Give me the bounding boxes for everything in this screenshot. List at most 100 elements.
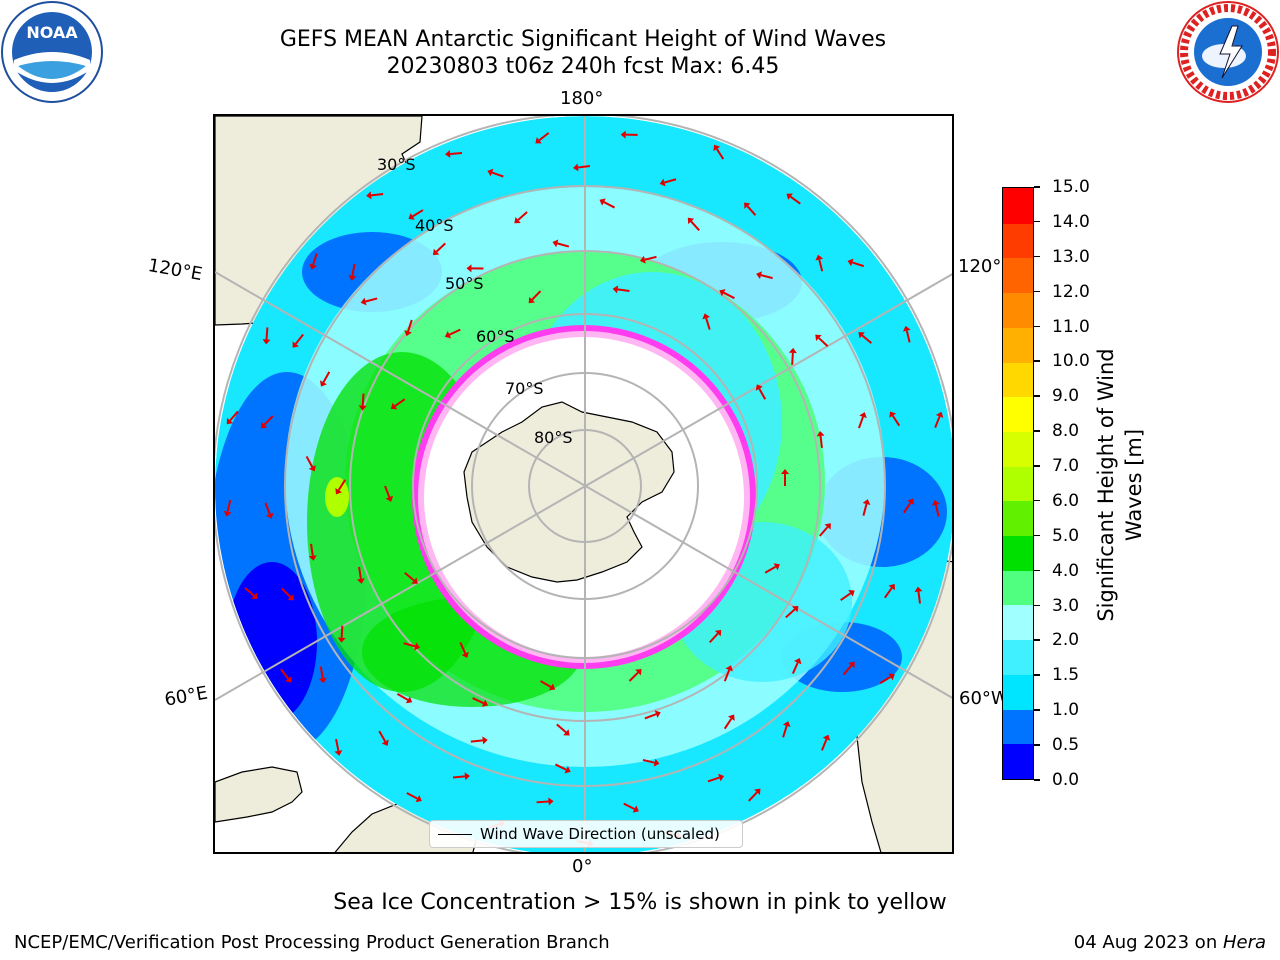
polar-map: 30°S 40°S 50°S 60°S 70°S 80°S — [215, 116, 952, 852]
wind-wave-arrow-shaft — [448, 328, 461, 336]
wind-wave-arrow-head — [714, 629, 722, 637]
colorbar-tick-label: 1.0 — [1052, 700, 1080, 721]
wind-wave-arrow-shaft — [244, 587, 255, 597]
wind-wave-arrow-shaft — [821, 738, 828, 751]
wind-wave-arrow-shaft — [371, 193, 384, 197]
colorbar-segment — [1003, 292, 1033, 328]
footer-date-text: 04 Aug 2023 on — [1073, 932, 1223, 953]
colorbar-tick-mark — [1034, 255, 1040, 258]
wind-wave-arrow-shaft — [623, 802, 635, 810]
wind-wave-arrow-shaft — [491, 171, 504, 178]
lon-label-180: 180° — [560, 88, 604, 109]
wind-wave-arrow-head — [612, 285, 619, 294]
colorbar-tick-label: 7.0 — [1052, 456, 1080, 477]
colorbar-segment — [1003, 604, 1033, 641]
wind-wave-arrow-head — [358, 405, 367, 411]
wind-wave-arrow-head — [659, 178, 666, 187]
wind-wave-arrow-shaft — [229, 410, 239, 422]
wind-wave-arrow-head — [719, 289, 726, 297]
wind-wave-arrow-head — [390, 402, 398, 410]
wind-wave-arrow-shaft — [723, 669, 731, 682]
wind-wave-arrow-head — [528, 296, 536, 304]
wind-wave-arrow-head — [563, 729, 570, 736]
wind-wave-arrow-shaft — [715, 148, 725, 160]
chart-title: GEFS MEAN Antarctic Significant Height o… — [279, 27, 887, 52]
lat-label-80s: 80°S — [534, 428, 573, 447]
wind-wave-arrow-shaft — [322, 371, 331, 383]
wind-wave-arrow-head — [411, 577, 418, 584]
colorbar-segment — [1003, 431, 1033, 467]
wind-wave-arrow-head — [848, 661, 855, 669]
colorbar-tick-mark — [1034, 709, 1040, 711]
wind-wave-arrow-head — [653, 758, 660, 767]
wind-wave-arrow-head — [308, 555, 317, 561]
wind-wave-arrow-head — [755, 384, 763, 391]
colorbar-tick-label: 11.0 — [1052, 316, 1090, 337]
wind-wave-arrow-head — [548, 683, 556, 691]
colorbar-tick-label: 3.0 — [1052, 595, 1080, 616]
wind-wave-arrow-shaft — [263, 415, 274, 426]
wind-wave-arrow-head — [356, 578, 365, 584]
wind-wave-arrow-head — [366, 191, 372, 200]
wind-wave-arrow-head — [632, 805, 639, 813]
chart-subtitle: 20230803 t06z 240h fcst Max: 6.45 — [386, 54, 780, 79]
wind-wave-arrow-shaft — [280, 668, 290, 680]
wind-wave-arrow-head — [786, 193, 793, 200]
wind-wave-arrow-head — [702, 313, 711, 320]
wind-wave-arrow-shaft — [378, 730, 387, 743]
wind-wave-arrow-head — [728, 714, 735, 721]
wind-wave-arrow-shaft — [884, 587, 893, 599]
colorbar-tick-label: 10.0 — [1052, 351, 1090, 372]
wind-wave-arrow-head — [792, 606, 799, 613]
wind-wave-arrow-shaft — [758, 388, 767, 400]
lat-label-60s: 60°S — [476, 327, 515, 346]
wind-wave-arrow-head — [287, 594, 294, 601]
wind-wave-arrow-head — [348, 275, 357, 281]
colorbar-tick-mark — [1034, 499, 1040, 502]
wind-wave-arrow-head — [381, 739, 389, 746]
wind-wave-arrow-shaft — [905, 330, 911, 343]
wind-wave-arrow-shaft — [642, 758, 655, 764]
colorbar-tick-label: 0.5 — [1052, 735, 1080, 756]
lon-label-0: 0° — [572, 856, 593, 877]
wind-wave-arrow-head — [639, 255, 646, 264]
wind-wave-arrow-head — [782, 721, 791, 728]
wind-wave-arrow-shaft — [723, 718, 733, 730]
wind-wave-arrow-shaft — [577, 165, 591, 169]
wind-wave-arrow-head — [414, 642, 421, 651]
colorbar-segment — [1003, 709, 1033, 745]
wind-wave-arrow-head — [862, 499, 871, 506]
wind-wave-arrow-head — [487, 168, 494, 177]
wind-wave-arrow-head — [816, 430, 825, 437]
wind-wave-arrow-shaft — [842, 664, 853, 676]
colorbar-segment — [1003, 743, 1033, 779]
wind-wave-arrow-shaft — [319, 666, 324, 679]
wind-wave-arrow-head — [482, 736, 488, 745]
colorbar-tick-mark — [1034, 430, 1040, 432]
wind-wave-arrow-shaft — [819, 435, 823, 448]
wind-wave-arrow-head — [385, 495, 394, 502]
lat-label-40s: 40°S — [415, 216, 454, 235]
wind-wave-arrow-head — [794, 658, 802, 665]
colorbar-segment — [1003, 500, 1033, 537]
colorbar-tick-mark — [1034, 744, 1040, 746]
colorbar-tick-mark — [1034, 604, 1040, 607]
wind-wave-arrow-head — [932, 499, 940, 506]
wind-wave-arrow-shaft — [782, 725, 788, 738]
wind-wave-arrow-head — [725, 665, 733, 672]
colorbar-tick-mark — [1034, 534, 1040, 537]
wind-wave-arrow-head — [308, 465, 316, 472]
wind-wave-arrow-head — [635, 669, 642, 676]
wind-wave-arrow-shaft — [554, 763, 567, 771]
footer-date: 04 Aug 2023 on Hera — [1074, 932, 1266, 953]
wind-wave-arrow-shaft — [384, 485, 391, 498]
colorbar-segment — [1003, 466, 1033, 502]
colorbar-tick-label: 0.0 — [1052, 770, 1080, 790]
wind-wave-arrow-head — [888, 673, 895, 681]
lat-label-70s: 70°S — [505, 379, 544, 398]
colorbar-tick-label: 4.0 — [1052, 560, 1080, 581]
colorbar-tick-label: 9.0 — [1052, 386, 1080, 407]
wind-wave-arrow-shaft — [934, 504, 940, 517]
colorbar-tick-mark — [1034, 674, 1040, 676]
wind-wave-arrow-shaft — [858, 416, 864, 429]
